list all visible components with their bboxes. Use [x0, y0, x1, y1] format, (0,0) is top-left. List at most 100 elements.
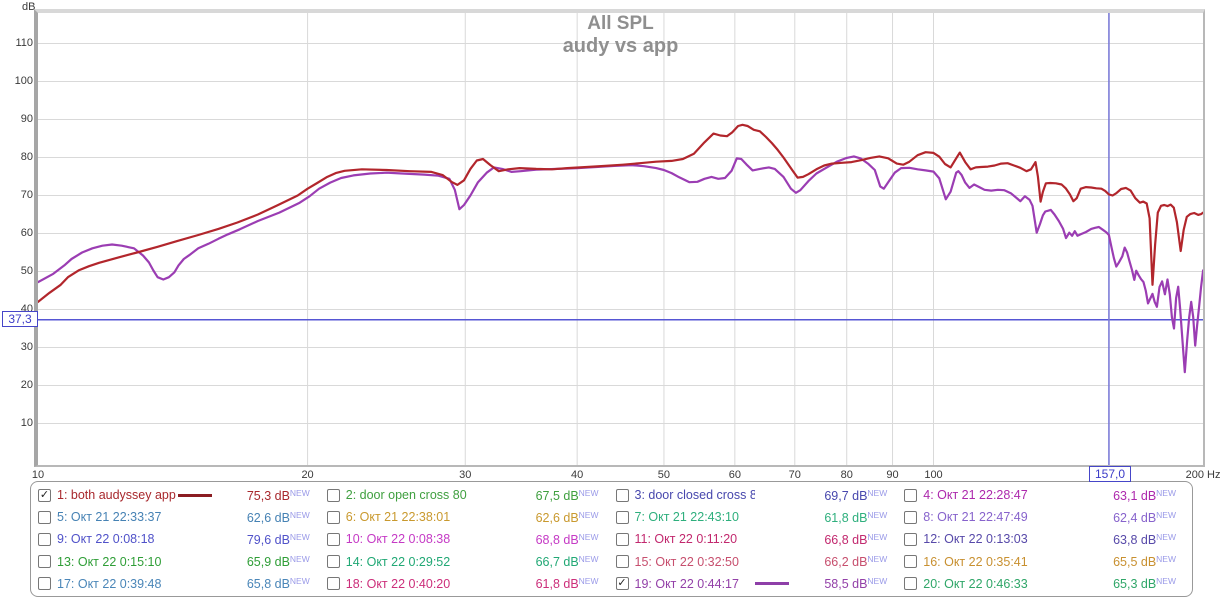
legend-entry-7: 7: Окт 21 22:43:10 61,8 dBNEW: [613, 506, 902, 528]
y-tick-label-30: 30: [20, 341, 33, 353]
legend: ✓ 1: both audyssey app 75,3 dBNEW 2: door o…: [30, 481, 1193, 597]
trace-14-checkbox[interactable]: [326, 555, 340, 569]
trace-7-label: 7: Окт 21 22:43:10: [634, 510, 739, 525]
legend-entry-18: 18: Окт 22 0:40:20 61,8 dBNEW: [324, 573, 613, 595]
new-badge: NEW: [289, 487, 310, 498]
trace-18-checkbox[interactable]: [326, 577, 340, 591]
legend-entry-16: 16: Окт 22 0:35:41 65,5 dBNEW: [901, 551, 1190, 573]
trace-4-label: 4: Окт 21 22:28:47: [923, 488, 1028, 503]
trace-1-level-value: 75,3 dBNEW: [246, 487, 310, 503]
new-badge: NEW: [1156, 576, 1176, 587]
trace-9-checkbox[interactable]: [38, 532, 51, 546]
legend-entry-1: ✓ 1: both audyssey app 75,3 dBNEW: [35, 484, 324, 506]
y-tick-label-80: 80: [20, 151, 33, 163]
trace-6-checkbox[interactable]: [326, 510, 340, 524]
x-tick-label-10: 10: [31, 469, 45, 481]
trace-12-checkbox[interactable]: [904, 532, 918, 546]
trace-6-level-value: 62,6 dBNEW: [535, 509, 599, 525]
legend-entry-12: 12: Окт 22 0:13:03 63,8 dBNEW: [901, 528, 1190, 550]
trace-5-level-value: 62,6 dBNEW: [246, 509, 310, 525]
trace-10-checkbox[interactable]: [326, 532, 340, 546]
trace-17-checkbox[interactable]: [38, 577, 51, 591]
trace-7-checkbox[interactable]: [615, 510, 629, 524]
legend-entry-10: 10: Окт 22 0:08:38 68,8 dBNEW: [324, 528, 613, 550]
new-badge: NEW: [867, 509, 888, 520]
new-badge: NEW: [289, 531, 310, 542]
trace-13-label: 13: Окт 22 0:15:10: [57, 554, 162, 569]
trace-3-label: 3: door closed cross 80: [634, 488, 756, 503]
legend-entry-15: 15: Окт 22 0:32:50 66,2 dBNEW: [613, 551, 902, 573]
trace-16-checkbox[interactable]: [904, 555, 918, 569]
trace-12-level-value: 63,8 dBNEW: [1113, 531, 1176, 547]
trace-13-level-value: 65,9 dBNEW: [246, 554, 310, 570]
x-tick-label-80: 80: [840, 469, 853, 481]
trace-8-label: 8: Окт 21 22:47:49: [923, 510, 1028, 525]
trace-4-checkbox[interactable]: [904, 488, 918, 502]
trace-3-checkbox[interactable]: [615, 488, 629, 502]
trace-2-level-value: 67,5 dBNEW: [535, 487, 599, 503]
trace-1-checkbox[interactable]: ✓: [38, 488, 51, 502]
trace-3-level-value: 69,7 dBNEW: [824, 487, 888, 503]
trace-18-level-value: 61,8 dBNEW: [535, 576, 599, 592]
plot-area[interactable]: [38, 13, 1203, 465]
trace-13-checkbox[interactable]: [38, 555, 51, 569]
trace-20-checkbox[interactable]: [904, 577, 918, 591]
legend-entry-14: 14: Окт 22 0:29:52 66,7 dBNEW: [324, 551, 613, 573]
trace-11-checkbox[interactable]: [615, 532, 629, 546]
trace-9-level-value: 79,6 dBNEW: [246, 531, 310, 547]
new-badge: NEW: [1156, 487, 1176, 498]
trace-5-label: 5: Окт 21 22:33:37: [57, 510, 162, 525]
trace-15-checkbox[interactable]: [615, 555, 629, 569]
trace-15-label: 15: Окт 22 0:32:50: [634, 554, 739, 569]
legend-entry-19: ✓ 19: Окт 22 0:44:17 58,5 dBNEW: [613, 573, 902, 595]
trace-11-level-value: 66,8 dBNEW: [824, 531, 888, 547]
trace-2-checkbox[interactable]: [326, 488, 340, 502]
x-tick-label-40: 40: [571, 469, 584, 481]
y-tick-label-70: 70: [20, 189, 33, 201]
new-badge: NEW: [578, 554, 599, 565]
trace-14-level-value: 66,7 dBNEW: [535, 554, 599, 570]
new-badge: NEW: [289, 554, 310, 565]
legend-entry-8: 8: Окт 21 22:47:49 62,4 dBNEW: [901, 506, 1190, 528]
x-tick-label-30: 30: [459, 469, 472, 481]
trace-14-label: 14: Окт 22 0:29:52: [345, 554, 451, 569]
y-tick-label-100: 100: [14, 75, 33, 87]
plot-frame: [34, 9, 1205, 467]
legend-entry-9: 9: Окт 22 0:08:18 79,6 dBNEW: [35, 528, 324, 550]
new-badge: NEW: [1156, 509, 1176, 520]
new-badge: NEW: [289, 576, 310, 587]
new-badge: NEW: [867, 576, 888, 587]
trace-12-label: 12: Окт 22 0:13:03: [923, 532, 1028, 547]
y-tick-label-90: 90: [20, 113, 33, 125]
new-badge: NEW: [289, 509, 310, 520]
legend-entry-17: 17: Окт 22 0:39:48 65,8 dBNEW: [35, 573, 324, 595]
trace-1-label: 1: both audyssey app: [57, 488, 176, 503]
new-badge: NEW: [578, 576, 599, 587]
x-tick-label-90: 90: [886, 469, 899, 481]
trace-16-label: 16: Окт 22 0:35:41: [923, 554, 1028, 569]
trace-15-level-value: 66,2 dBNEW: [824, 554, 888, 570]
trace-19-label: 19: Окт 22 0:44:17: [634, 576, 739, 591]
trace-8-level-value: 62,4 dBNEW: [1113, 509, 1176, 525]
cursor-db-readout: 37,3: [2, 311, 38, 327]
trace-19-checkbox[interactable]: ✓: [615, 577, 629, 591]
x-tick-label-70: 70: [788, 469, 801, 481]
y-tick-label-110: 110: [15, 37, 33, 49]
x-tick-label-200: 200 Hz: [1185, 469, 1221, 481]
legend-entry-5: 5: Окт 21 22:33:37 62,6 dBNEW: [35, 506, 324, 528]
new-badge: NEW: [578, 509, 599, 520]
legend-entry-4: 4: Окт 21 22:28:47 63,1 dBNEW: [901, 484, 1190, 506]
new-badge: NEW: [1156, 554, 1176, 565]
trace-6-label: 6: Окт 21 22:38:01: [345, 510, 451, 525]
trace-8-checkbox[interactable]: [904, 510, 918, 524]
trace-4-level-value: 63,1 dBNEW: [1113, 487, 1176, 503]
trace-19: [38, 155, 1203, 374]
x-tick-label-60: 60: [728, 469, 741, 481]
trace-11-label: 11: Окт 22 0:11:20: [634, 532, 738, 547]
trace-16-level-value: 65,5 dBNEW: [1113, 554, 1176, 570]
trace-5-checkbox[interactable]: [38, 510, 51, 524]
legend-entry-11: 11: Окт 22 0:11:20 66,8 dBNEW: [613, 528, 902, 550]
trace-19-line-sample: [755, 582, 801, 586]
legend-entry-2: 2: door open cross 80 67,5 dBNEW: [324, 484, 613, 506]
y-tick-label-20: 20: [20, 379, 33, 391]
